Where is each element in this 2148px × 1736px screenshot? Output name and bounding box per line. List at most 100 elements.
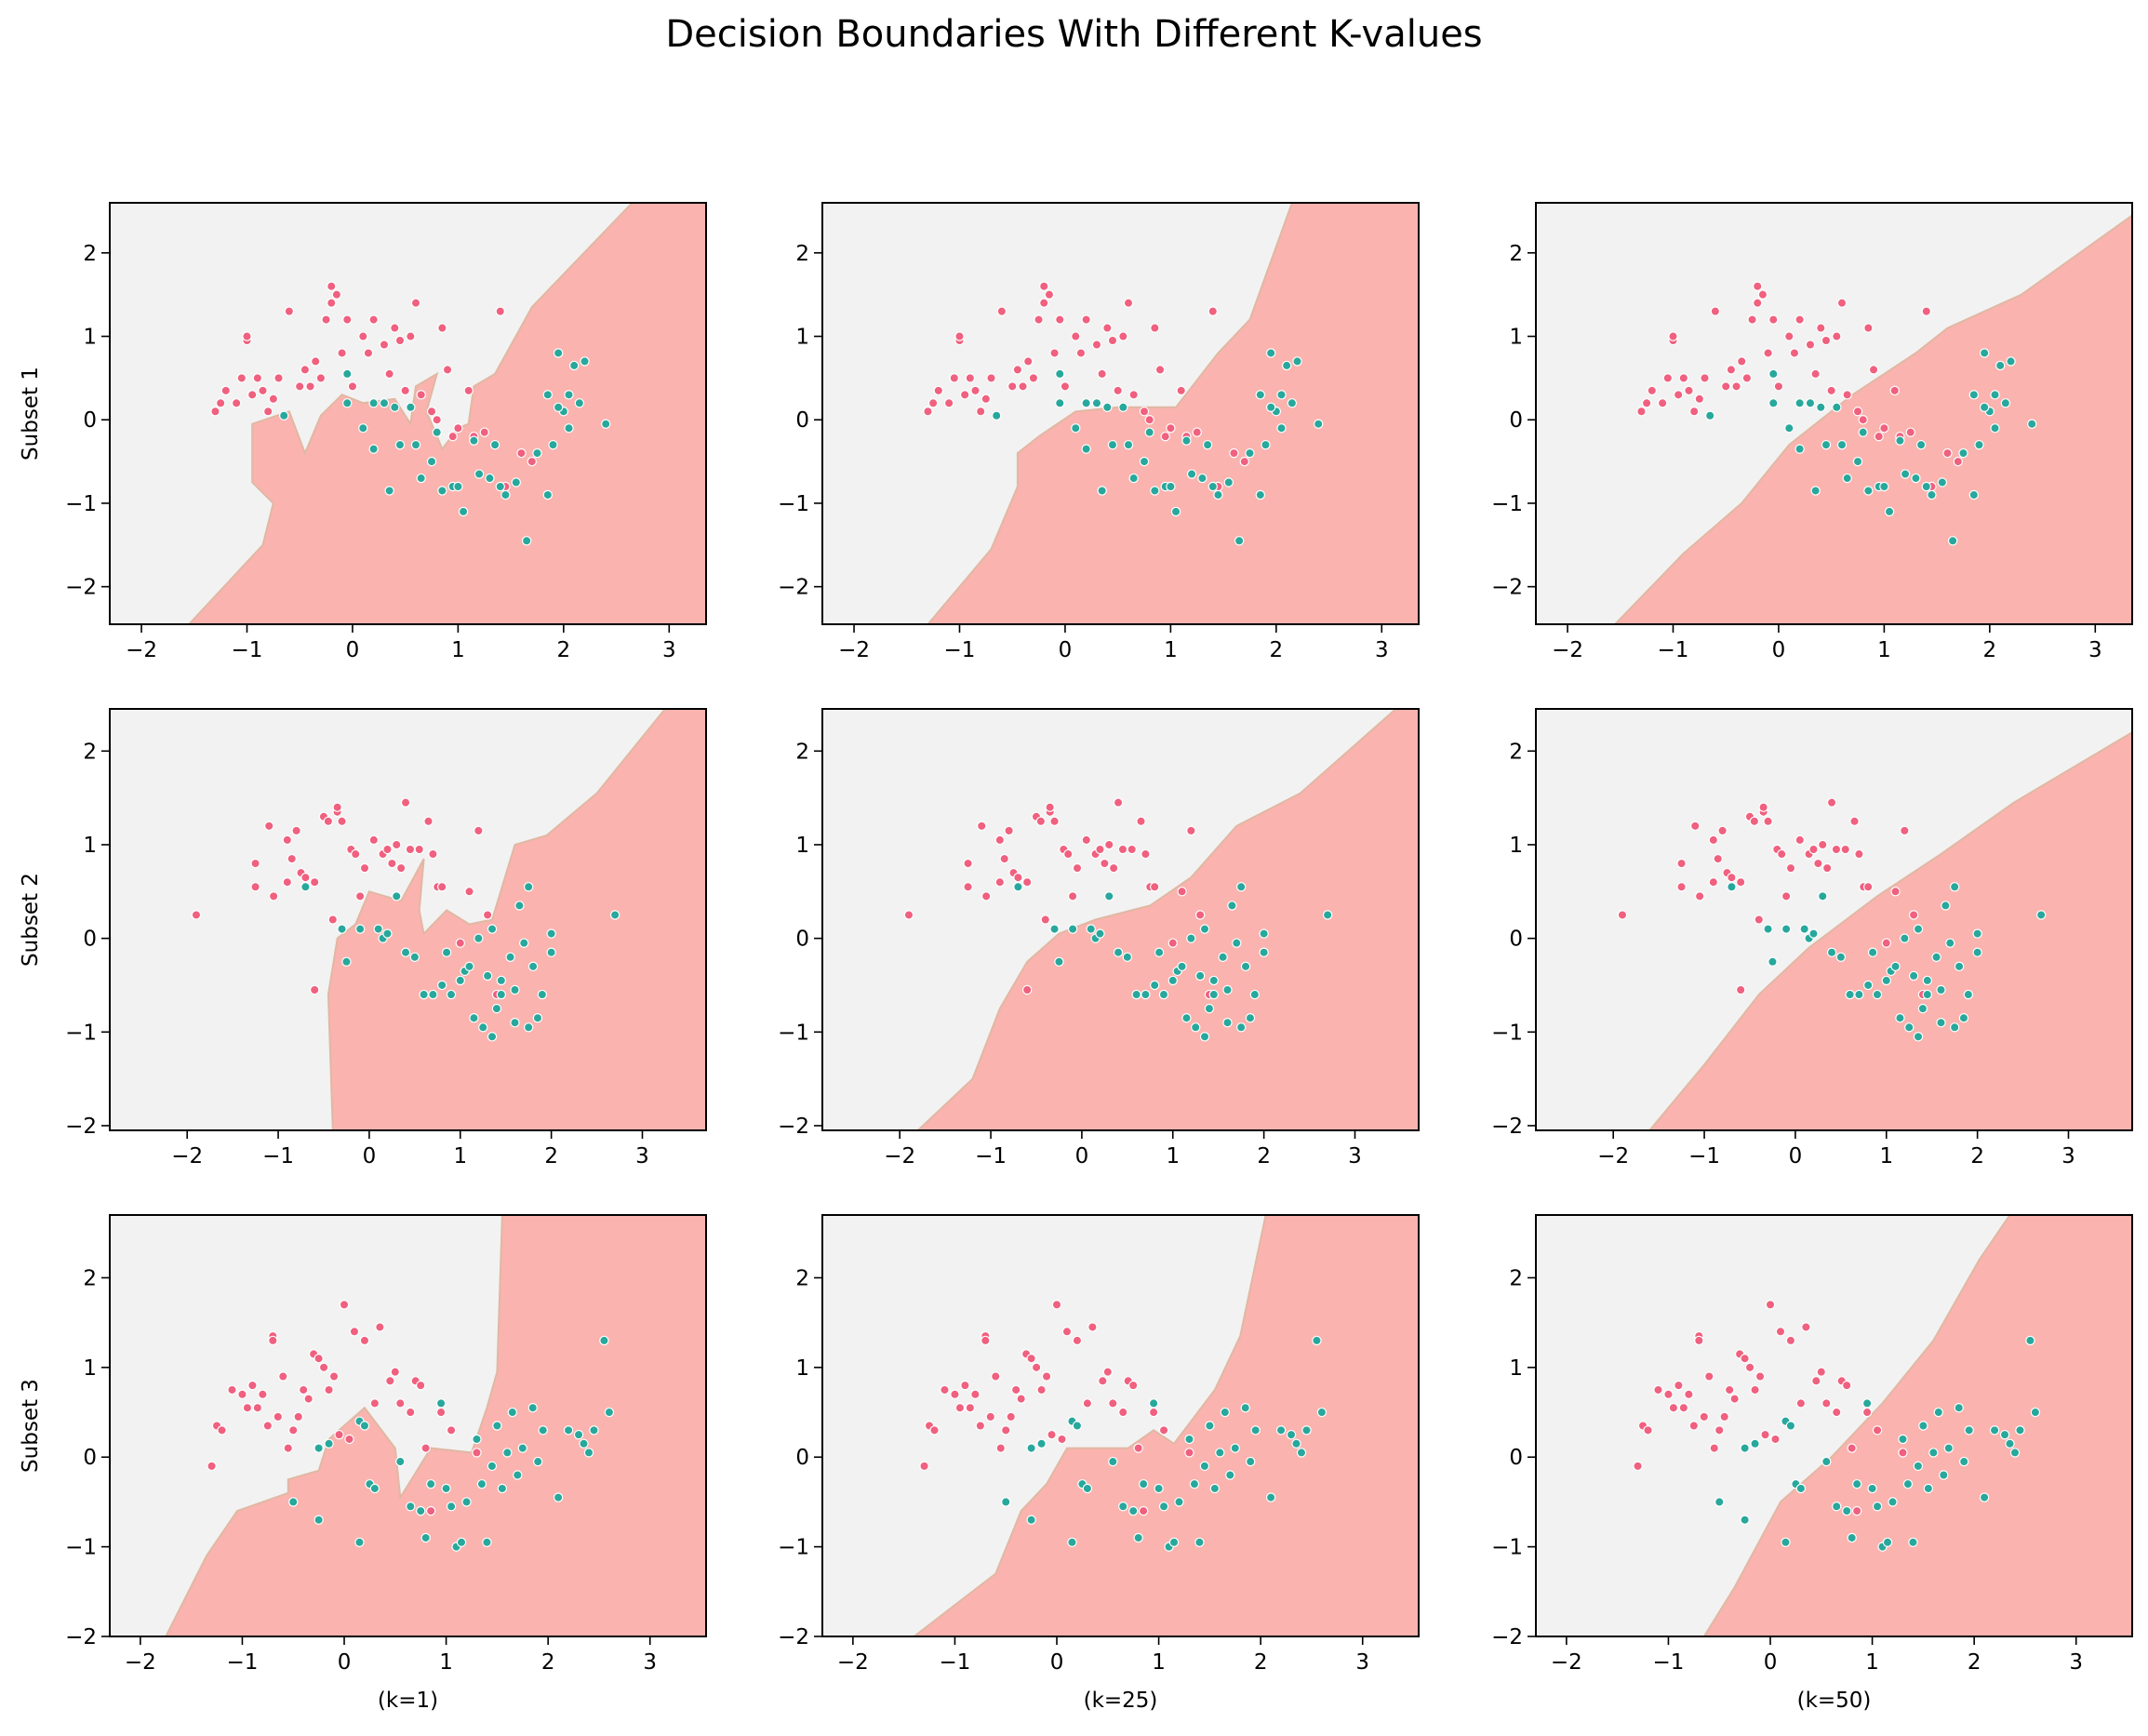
point-class-teal [564,390,574,400]
point-class-pink [1694,891,1705,901]
point-class-pink [954,1403,966,1413]
point-class-pink [382,844,393,855]
point-class-teal [1989,1425,2000,1436]
x-tick-label: 1 [1879,1144,1893,1168]
point-class-teal [589,1425,599,1436]
point-class-teal [1131,989,1141,1000]
y-tick-label: −2 [778,1625,809,1649]
point-class-teal [1832,1502,1842,1512]
point-class-pink [387,858,397,869]
region-class-1 [912,1215,1419,1636]
point-class-pink [324,1384,334,1395]
y-tick-label: 0 [795,408,809,433]
point-class-pink [1795,1398,1807,1409]
point-class-pink [1717,825,1728,836]
column-label: (k=1) [378,1689,438,1713]
point-class-teal [1931,952,1941,962]
point-class-pink [318,1362,329,1373]
point-class-teal [579,1438,589,1449]
point-class-teal [1941,901,1951,911]
region-class-1 [916,709,1419,1130]
point-class-pink [250,882,260,892]
point-class-teal [1127,1505,1139,1516]
point-class-pink [1127,844,1137,855]
point-class-teal [1863,486,1874,496]
point-class-pink [428,848,438,860]
point-class-pink [1127,1380,1139,1391]
point-class-teal [1072,1421,1083,1431]
point-class-teal [523,1022,534,1033]
point-class-teal [1055,368,1065,380]
point-class-teal [1296,1448,1307,1458]
points-layer [1633,1300,2041,1552]
point-class-teal [410,439,421,450]
plot-frame [1535,1214,2133,1637]
point-class-pink [1021,877,1033,888]
column-label: (k=25) [1084,1689,1158,1713]
point-class-pink [400,385,410,396]
point-class-pink [1071,331,1081,341]
point-class-teal [1067,924,1078,934]
point-class-teal [1150,486,1160,496]
point-class-teal [1001,1497,1011,1507]
point-class-pink [981,394,992,405]
point-class-teal [1170,506,1181,517]
point-class-pink [400,797,411,808]
point-class-pink [414,844,424,855]
region-class-1 [1613,214,2132,624]
point-class-teal [1275,1425,1287,1436]
x-tick-label: 0 [1789,1144,1803,1168]
point-class-pink [220,385,231,396]
plot-frame [821,708,1420,1131]
point-class-teal [314,1515,324,1525]
point-class-teal [1936,984,1946,995]
point-class-pink [1095,844,1105,855]
point-class-pink [1118,1407,1128,1418]
point-class-pink [970,385,981,396]
point-class-teal [2006,356,2016,367]
point-class-pink [1136,816,1146,827]
point-class-pink [954,331,965,341]
point-class-pink [1207,306,1218,316]
point-class-pink [929,1425,940,1436]
point-class-pink [1749,816,1760,827]
point-class-teal [1928,1448,1939,1458]
point-class-teal [1959,1456,1969,1467]
point-class-pink [1709,1443,1719,1453]
point-class-teal [1836,439,1848,450]
point-class-pink [1953,456,1964,467]
point-class-teal [278,410,289,421]
point-class-pink [1108,862,1119,874]
point-class-teal [1322,910,1333,920]
point-class-pink [1942,447,1953,459]
point-class-pink [949,373,960,383]
y-tick-label: 0 [83,928,97,952]
point-class-pink [1067,891,1078,901]
point-class-pink [1768,314,1779,325]
point-class-pink [1729,1394,1740,1404]
x-tick-label: 2 [1968,1650,1981,1675]
point-class-pink [1641,398,1652,408]
point-class-pink [287,853,297,864]
x-tick-label: 3 [643,1650,657,1675]
point-class-pink [1773,381,1784,392]
point-class-teal [1207,481,1218,492]
point-class-teal [1854,989,1864,1000]
point-class-pink [337,348,347,358]
point-class-pink [328,1371,340,1382]
point-class-pink [960,1380,970,1391]
y-tick-label: 1 [83,1356,97,1381]
subplot-r2-c2: −2 −1 0 1 2 3 −2 −1 0 1 2 [778,708,1420,1168]
point-class-pink [351,848,361,860]
point-class-teal [1240,961,1251,972]
point-class-pink [1699,1411,1709,1422]
point-class-pink [1785,1335,1796,1346]
subplot-r1-c2: −2 −1 0 1 2 3 −2 −1 0 1 2 [778,202,1420,662]
point-class-pink [1849,816,1860,827]
x-tick-label: 1 [1865,1650,1879,1675]
point-class-pink [455,938,465,948]
point-class-pink [273,1411,283,1422]
point-class-pink [1018,381,1028,392]
point-class-pink [1676,858,1687,869]
point-class-teal [1013,882,1023,892]
